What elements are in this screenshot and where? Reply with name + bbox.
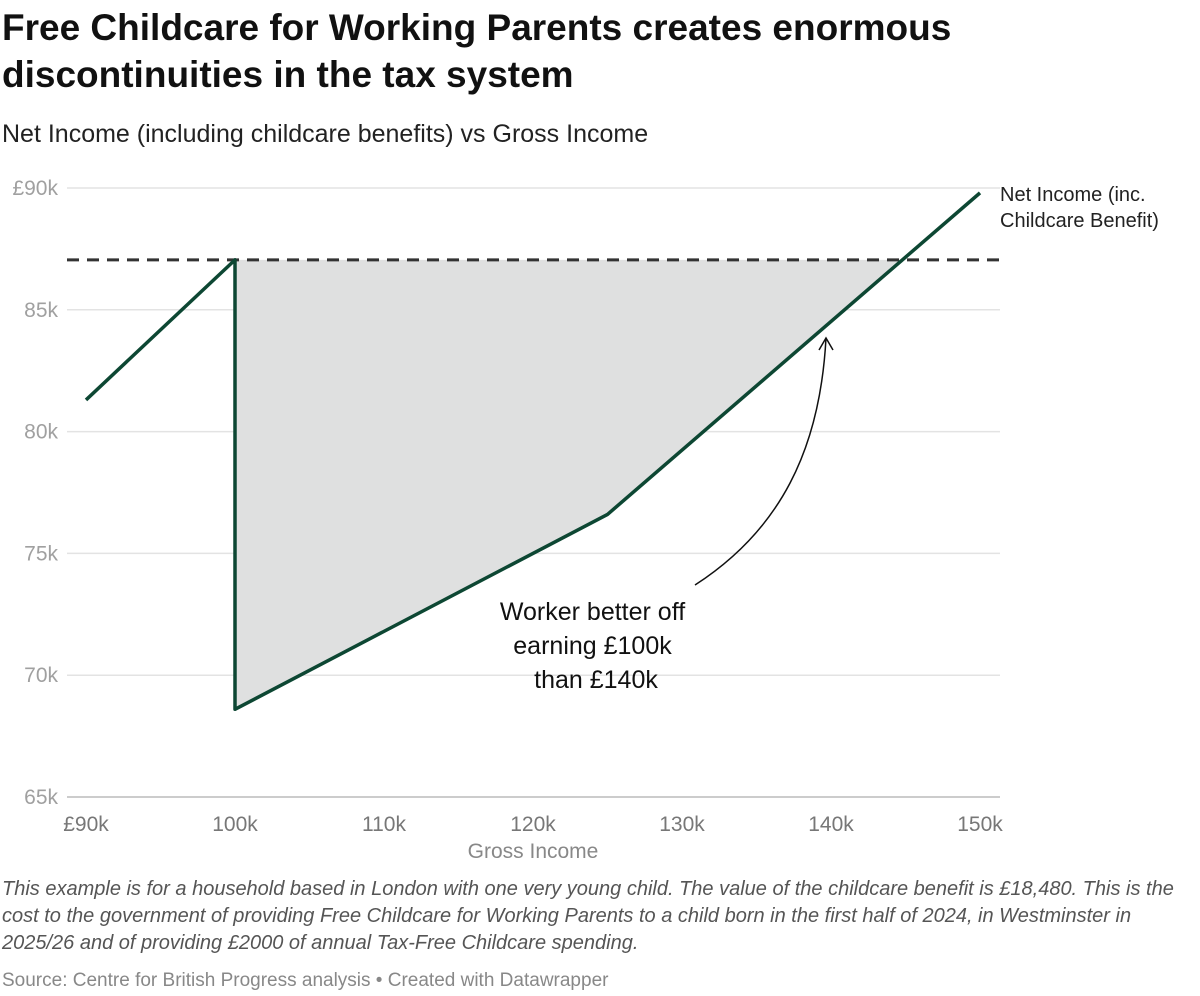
y-tick-label: 80k <box>24 421 58 444</box>
x-tick-label: £90k <box>63 813 109 836</box>
y-tick-label: 65k <box>24 786 58 809</box>
chart-title: Free Childcare for Working Parents creat… <box>2 7 952 95</box>
shaded-gap-area <box>235 259 903 710</box>
x-tick-label: 140k <box>808 813 854 836</box>
annotation-arrow <box>694 337 827 586</box>
y-tick-label: 70k <box>24 664 58 687</box>
chart-source: Source: Centre for British Progress anal… <box>2 970 609 991</box>
x-tick-label: 130k <box>659 813 705 836</box>
series-label: Net Income (inc. Childcare Benefit) <box>1000 184 1159 232</box>
x-tick-label: 100k <box>212 813 258 836</box>
chart-subtitle: Net Income (including childcare benefits… <box>2 120 649 148</box>
x-tick-label: 150k <box>957 813 1003 836</box>
x-axis-title: Gross Income <box>468 840 599 863</box>
chart-notes: This example is for a household based in… <box>2 878 1174 954</box>
series-line-net-income <box>84 191 982 712</box>
annotation-text: Worker better off earning £100k than £14… <box>500 598 692 694</box>
x-tick-label: 120k <box>510 813 556 836</box>
y-tick-label: £90k <box>12 177 58 200</box>
y-tick-label: 75k <box>24 542 58 565</box>
y-tick-label: 85k <box>24 299 58 322</box>
annotation-arrowhead <box>818 336 834 351</box>
x-tick-label: 110k <box>362 813 406 836</box>
